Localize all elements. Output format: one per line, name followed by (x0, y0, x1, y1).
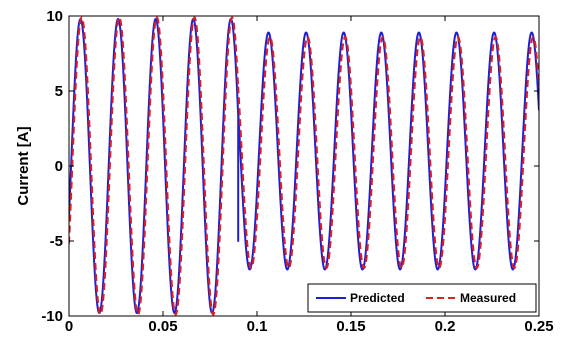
series-line-measured (69, 16, 539, 316)
x-tick-label: 0.25 (524, 318, 553, 335)
legend-label-predicted: Predicted (350, 291, 405, 305)
y-tick-label: 0 (55, 158, 63, 175)
legend-label-measured: Measured (460, 291, 516, 305)
y-tick-label: -10 (41, 308, 63, 325)
x-tick-label: 0 (65, 318, 73, 335)
x-tick-label: 0.1 (247, 318, 268, 335)
legend: Predicted Measured (307, 283, 537, 313)
plot-frame (68, 15, 540, 317)
x-tick-label: 0.2 (435, 318, 456, 335)
x-tick-label: 0.05 (148, 318, 177, 335)
y-tick-label: -5 (50, 233, 63, 250)
axes: 0 0.05 0.1 0.15 0.2 0.25 -10 -5 0 5 10 (41, 8, 553, 335)
plot-area (69, 16, 539, 316)
series-line-predicted (69, 18, 539, 314)
y-axis-label: Current [A] (15, 126, 32, 205)
x-tick-label: 0.15 (336, 318, 365, 335)
y-tick-label: 10 (46, 8, 63, 25)
y-tick-label: 5 (55, 83, 63, 100)
